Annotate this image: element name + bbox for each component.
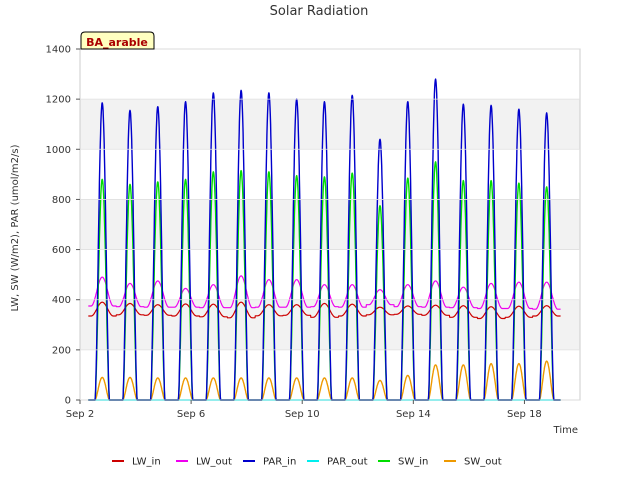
- badge-box: [80, 31, 155, 50]
- series-lw-in: [88, 301, 561, 320]
- legend-label-sw-out: SW_out: [464, 457, 502, 468]
- x-tick-label: Sep 14: [396, 409, 431, 420]
- station-badge: BA_arable: [80, 31, 155, 50]
- y-tick-label: 1000: [46, 145, 71, 156]
- legend-label-lw-out: LW_out: [196, 457, 232, 468]
- x-tick-label: Sep 10: [285, 409, 320, 420]
- legend-label-sw-in: SW_in: [398, 457, 428, 468]
- y-axis: 0 200 400 600 800 1000 1200 1400: [46, 45, 580, 407]
- x-tick-label: Sep 2: [66, 409, 94, 420]
- legend: LW_in LW_out PAR_in PAR_out SW_in SW_out: [112, 457, 502, 468]
- y-tick-label: 1400: [46, 45, 71, 56]
- y-tick-label: 0: [65, 396, 71, 407]
- x-axis: Sep 2 Sep 6 Sep 10 Sep 14 Sep 18: [66, 400, 542, 420]
- band-2: [80, 99, 580, 150]
- legend-label-par-out: PAR_out: [327, 457, 368, 468]
- chart-title: Solar Radiation: [270, 4, 369, 19]
- legend-label-par-in: PAR_in: [263, 457, 296, 468]
- y-axis-title: LW, SW (W/m2), PAR (umol/m2/s): [10, 144, 21, 311]
- y-tick-label: 1200: [46, 95, 71, 106]
- x-tick-label: Sep 18: [507, 409, 542, 420]
- legend-label-lw-in: LW_in: [132, 457, 161, 468]
- series-sw-out: [87, 360, 561, 401]
- x-axis-title: Time: [553, 425, 578, 436]
- station-label: BA_arable: [86, 36, 148, 49]
- y-tick-label: 800: [52, 195, 71, 206]
- band-1: [80, 199, 580, 250]
- y-tick-label: 400: [52, 295, 71, 306]
- series-lw-out: [88, 275, 561, 310]
- y-tick-label: 200: [52, 345, 71, 356]
- y-tick-label: 600: [52, 245, 71, 256]
- x-tick-label: Sep 6: [177, 409, 205, 420]
